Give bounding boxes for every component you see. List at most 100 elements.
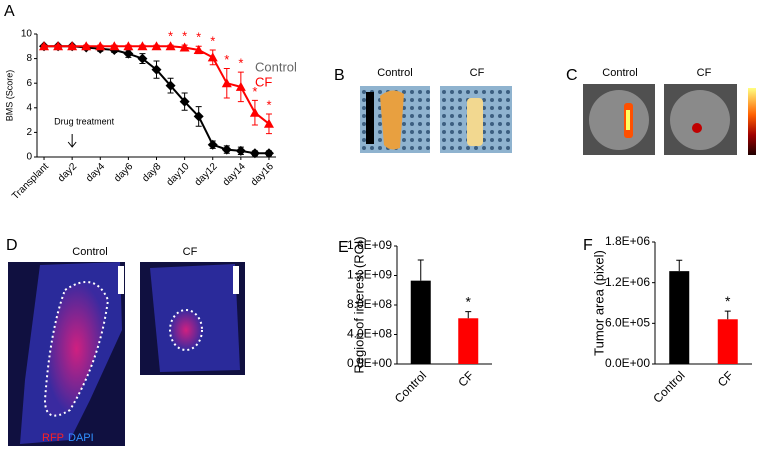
x-tick-label: day2 [56, 161, 79, 184]
y-tick-label: 6.0E+05 [605, 316, 650, 330]
x-tick-label: CF [455, 368, 476, 389]
point [137, 53, 148, 64]
y-tick-label: 2 [26, 127, 32, 138]
x-tick-label: Control [650, 368, 687, 405]
specimen [380, 90, 404, 150]
y-axis-label: Tumor area (pixel) [591, 250, 606, 356]
y-tick-label: 8.0E+08 [347, 297, 392, 311]
scale-bar [233, 266, 239, 294]
panel-letter: D [6, 237, 18, 254]
point [151, 41, 162, 51]
x-tick-label: day4 [84, 161, 107, 184]
annotation: Drug treatment [54, 116, 115, 126]
image-label: Control [377, 67, 412, 79]
point [179, 42, 190, 52]
point [165, 80, 176, 91]
x-tick-label: day6 [112, 161, 135, 184]
significance: * [725, 293, 731, 309]
legend-label: CF [255, 74, 272, 89]
point [221, 144, 232, 155]
point [53, 41, 64, 51]
point [137, 41, 148, 51]
point [165, 41, 176, 51]
y-tick-label: 10 [21, 29, 33, 40]
dish [670, 90, 730, 150]
y-tick-label: 0.0E+00 [605, 356, 650, 370]
point [249, 107, 260, 117]
significance: * [238, 56, 243, 71]
x-tick-label: day16 [249, 161, 276, 188]
significance: * [466, 293, 472, 309]
y-tick-label: 4.0E+08 [347, 327, 392, 341]
y-tick-label: 0.0E+00 [347, 356, 392, 370]
y-tick-label: 8 [26, 53, 32, 64]
y-tick-label: 1.8E+06 [605, 234, 650, 248]
significance: * [168, 29, 173, 44]
x-tick-label: day8 [140, 161, 163, 184]
point [207, 139, 218, 150]
tumor-outline [43, 281, 110, 417]
y-tick-label: 1.6E+09 [347, 238, 392, 252]
scale-bar [366, 92, 374, 144]
x-tick-label: Control [392, 368, 429, 405]
y-tick-label: 1.2E+09 [347, 268, 392, 282]
bar [458, 318, 479, 364]
panel-letter: C [566, 67, 578, 84]
stain-label: RFP [42, 432, 64, 444]
image-label: Control [602, 67, 637, 79]
x-tick-label: day14 [221, 161, 248, 188]
y-axis-label: BMS (Score) [4, 70, 14, 122]
image-label: CF [183, 246, 198, 258]
series-line [44, 45, 270, 125]
point [263, 118, 274, 128]
dish [589, 90, 649, 150]
y-tick-label: 1.2E+06 [605, 275, 650, 289]
point [207, 52, 218, 62]
x-tick-label: day12 [193, 161, 220, 188]
significance: * [252, 84, 257, 99]
point [95, 41, 106, 51]
significance: * [266, 97, 271, 112]
arrow [67, 134, 77, 148]
point [39, 41, 50, 51]
x-tick-label: CF [715, 368, 736, 389]
point [123, 41, 134, 51]
image-label: Control [72, 246, 107, 258]
point [109, 41, 120, 51]
bar [669, 271, 690, 364]
point [123, 48, 134, 59]
x-tick-label: day10 [165, 161, 192, 188]
y-tick-label: 6 [26, 78, 32, 89]
bar [717, 319, 738, 364]
point [263, 148, 274, 159]
point [179, 96, 190, 107]
signal [692, 123, 702, 133]
panel-letter: E [338, 239, 349, 256]
point [81, 41, 92, 51]
point [193, 44, 204, 54]
specimen [467, 98, 483, 146]
y-axis-label: Region of interest (ROI) [351, 236, 366, 373]
image-label: CF [697, 67, 712, 79]
point [249, 148, 260, 159]
panel-letter: B [334, 67, 345, 84]
error-bar [676, 259, 683, 272]
x-tick-label: Transplant [10, 161, 51, 202]
panel-letter: A [4, 3, 15, 20]
colorbar [748, 88, 756, 155]
error-bar [724, 310, 731, 320]
point [67, 41, 78, 51]
scale-bar [118, 266, 124, 294]
point [193, 111, 204, 122]
significance: * [224, 52, 229, 67]
tumor-outline [169, 309, 203, 351]
point [221, 78, 232, 88]
significance: * [210, 33, 215, 48]
stain-label: DAPI [68, 432, 94, 444]
panel-letter: F [583, 237, 593, 254]
legend-label: Control [255, 59, 297, 74]
y-tick-label: 0 [26, 152, 32, 163]
error-bar [417, 259, 424, 281]
error-bar [465, 311, 472, 319]
